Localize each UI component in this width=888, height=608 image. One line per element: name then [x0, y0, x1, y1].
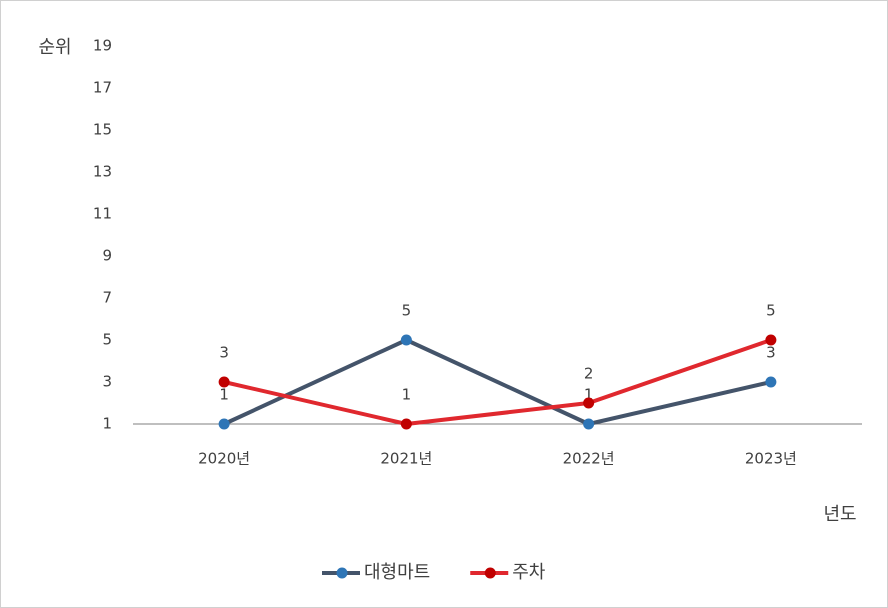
- y-tick-label: 15: [93, 121, 112, 139]
- data-point: [400, 334, 412, 346]
- data-point: [583, 397, 595, 409]
- y-tick-label: 13: [93, 163, 112, 181]
- data-label: 1: [402, 386, 412, 404]
- legend-label: 주차: [512, 562, 546, 583]
- legend-marker: [484, 567, 496, 579]
- y-tick-label: 9: [102, 247, 112, 265]
- y-tick-label: 11: [93, 205, 112, 223]
- y-tick-label: 7: [102, 289, 112, 307]
- x-tick-label: 2021년: [380, 450, 432, 468]
- x-tick-label: 2020년: [198, 450, 250, 468]
- series-line: [223, 338, 772, 426]
- y-tick-label: 17: [93, 79, 112, 97]
- data-label: 5: [766, 302, 776, 320]
- y-tick-label: 19: [93, 37, 112, 55]
- x-tick-label: 2022년: [563, 450, 615, 468]
- data-point: [218, 418, 230, 430]
- x-axis-title: 년도: [823, 504, 856, 525]
- data-point: [583, 418, 595, 430]
- data-label: 1: [219, 386, 229, 404]
- y-tick-label: 1: [102, 415, 112, 433]
- data-point: [765, 334, 777, 346]
- data-point: [218, 376, 230, 388]
- data-label: 2: [584, 365, 594, 383]
- data-label: 3: [219, 344, 229, 362]
- y-tick-label: 3: [102, 373, 112, 391]
- legend-marker: [336, 567, 348, 579]
- legend-label: 대형마트: [364, 562, 430, 583]
- x-tick-label: 2023년: [745, 450, 797, 468]
- series-line: [223, 338, 772, 426]
- y-tick-label: 5: [102, 331, 112, 349]
- y-axis-title: 순위: [38, 37, 71, 58]
- data-point: [765, 376, 777, 388]
- data-label: 5: [402, 302, 412, 320]
- data-label: 1: [584, 386, 594, 404]
- data-point: [400, 418, 412, 430]
- data-label: 3: [766, 344, 776, 362]
